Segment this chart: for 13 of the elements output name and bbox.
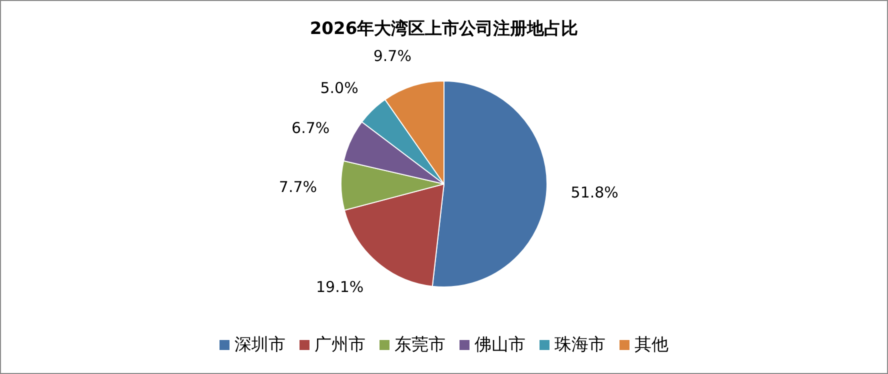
chart-title: 2026年大湾区上市公司注册地占比 bbox=[310, 19, 578, 39]
data-label: 51.8% bbox=[570, 184, 618, 202]
legend-label: 广州市 bbox=[314, 335, 366, 355]
legend-label: 深圳市 bbox=[234, 335, 286, 355]
data-label: 6.7% bbox=[292, 118, 330, 137]
data-label: 19.1% bbox=[316, 278, 364, 296]
legend-label: 珠海市 bbox=[554, 335, 606, 355]
data-label: 5.0% bbox=[320, 78, 358, 97]
legend-label: 佛山市 bbox=[474, 335, 526, 355]
data-label: 9.7% bbox=[373, 47, 412, 66]
legend-label: 其他 bbox=[634, 335, 668, 355]
data-label: 7.7% bbox=[278, 178, 318, 196]
legend-label: 东莞市 bbox=[394, 335, 446, 355]
